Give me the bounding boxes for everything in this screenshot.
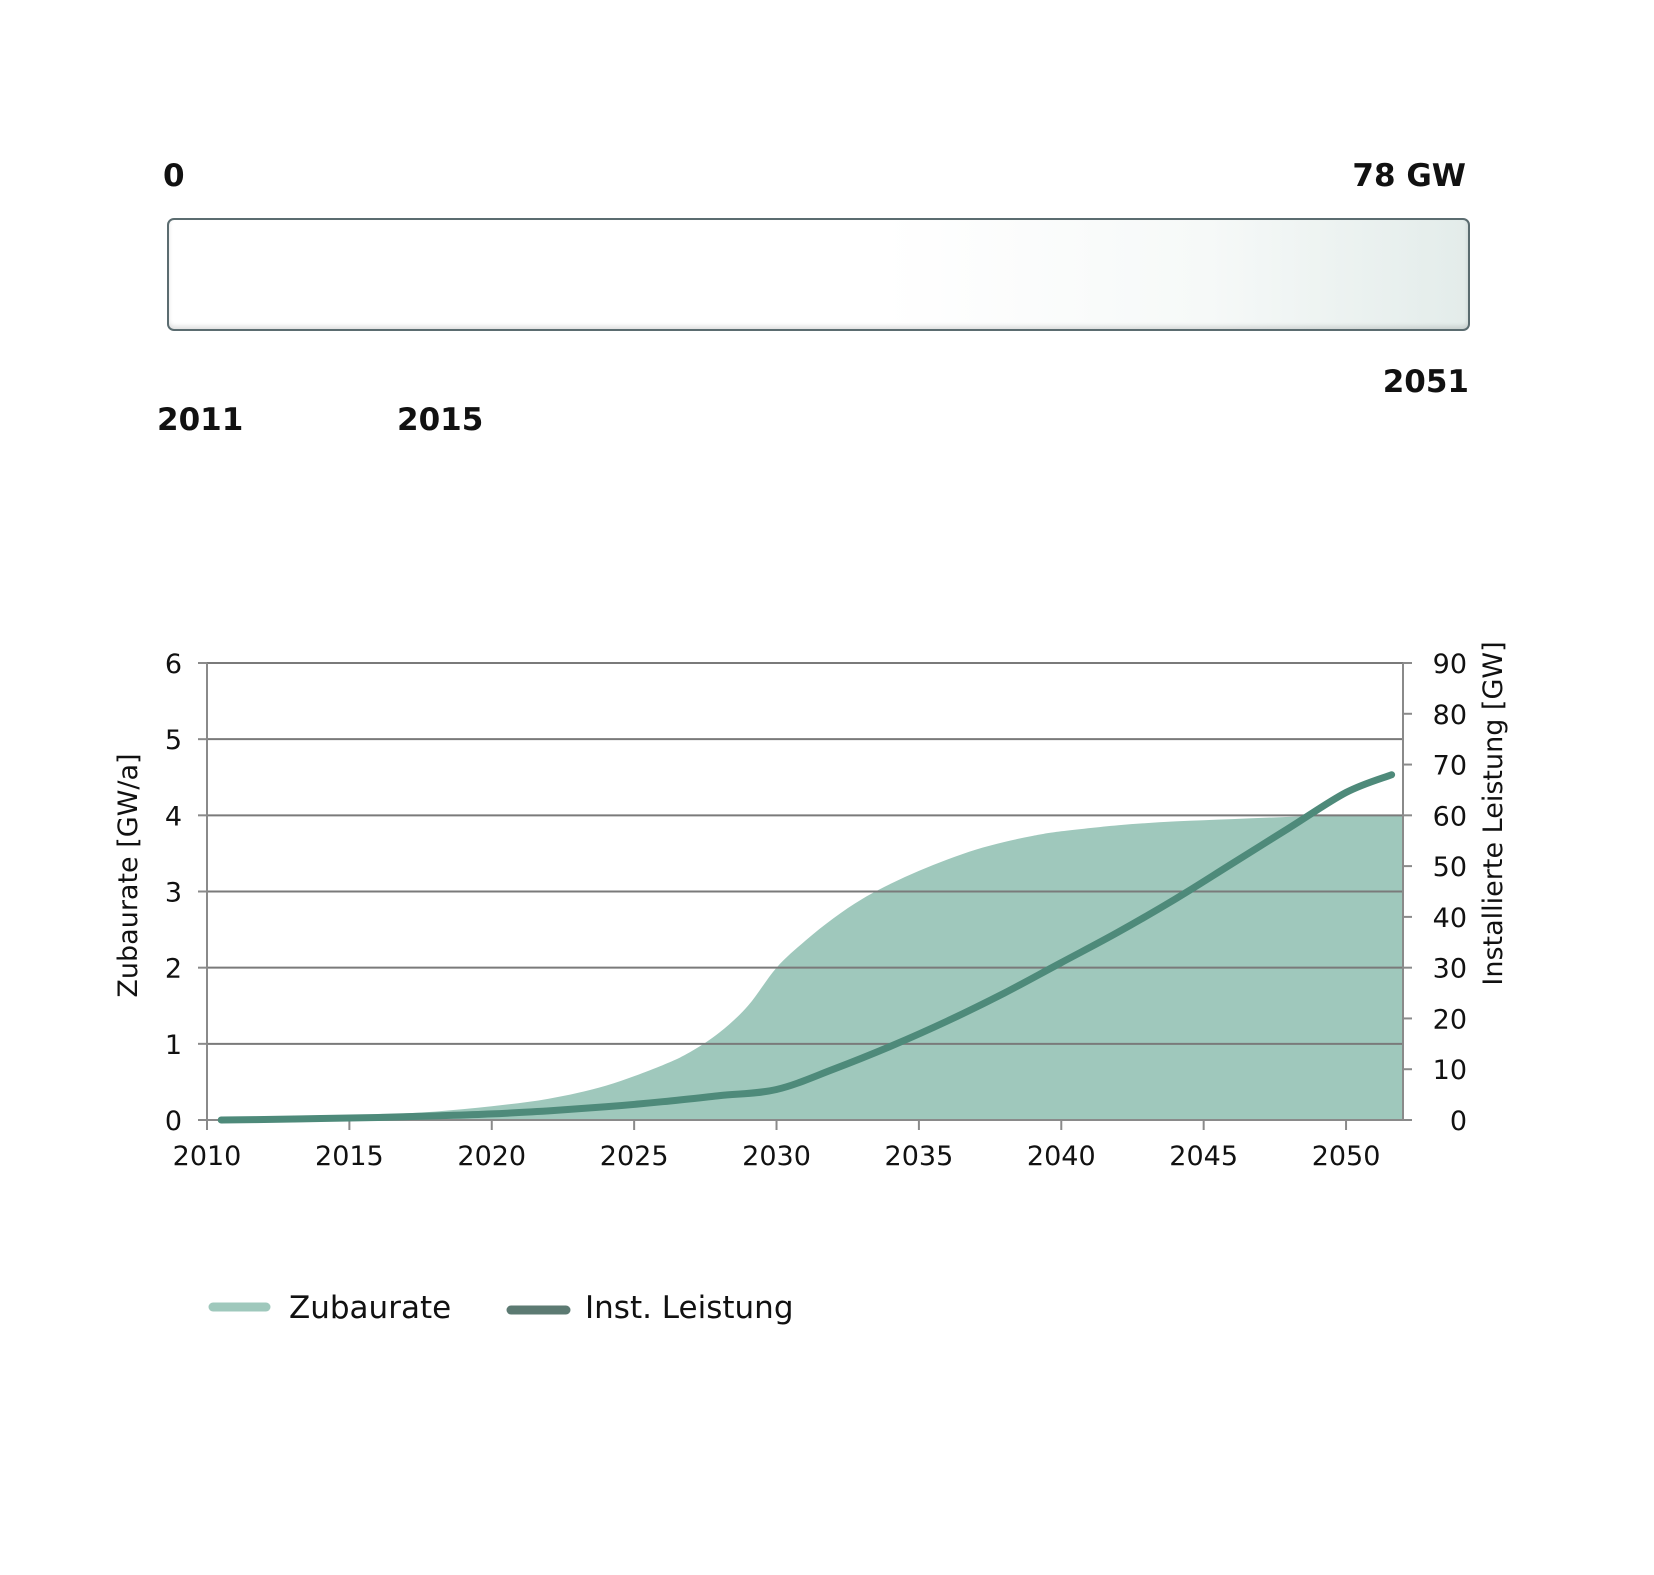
legend-label-zubaurate: Zubaurate bbox=[289, 1290, 451, 1326]
x-tick-label: 2035 bbox=[885, 1141, 954, 1172]
capacity-gauge-bar bbox=[167, 218, 1470, 331]
y-left-tick-label: 5 bbox=[165, 725, 182, 756]
y-left-tick-label: 2 bbox=[165, 954, 182, 985]
x-tick-label: 2045 bbox=[1169, 1141, 1238, 1172]
y-right-tick-label: 60 bbox=[1433, 801, 1467, 832]
y-left-axis-title: Zubaurate [GW/a] bbox=[113, 753, 144, 997]
y-right-tick-label: 20 bbox=[1433, 1004, 1467, 1035]
y-right-tick-label: 90 bbox=[1433, 649, 1467, 680]
y-right-tick-label: 50 bbox=[1433, 852, 1467, 883]
x-tick-label: 2020 bbox=[457, 1141, 526, 1172]
timeline-start-year: 2011 bbox=[157, 402, 244, 438]
y-right-tick-label: 40 bbox=[1433, 903, 1467, 934]
timeline-current-year: 2015 bbox=[397, 402, 484, 438]
y-right-axis-title: Installierte Leistung [GW] bbox=[1478, 641, 1509, 985]
legend-label-inst-leistung: Inst. Leistung bbox=[585, 1290, 794, 1326]
y-right-tick-label: 80 bbox=[1433, 700, 1467, 731]
y-right-tick-label: 10 bbox=[1433, 1055, 1467, 1086]
y-right-tick-label: 30 bbox=[1433, 954, 1467, 985]
y-left-tick-label: 1 bbox=[165, 1030, 182, 1061]
gauge-min-label: 0 bbox=[163, 158, 185, 194]
x-tick-label: 2015 bbox=[315, 1141, 384, 1172]
line-inst-leistung bbox=[217, 771, 1396, 1124]
y-left-tick-label: 0 bbox=[165, 1106, 182, 1137]
x-tick-label: 2030 bbox=[742, 1141, 811, 1172]
y-left-tick-label: 4 bbox=[165, 801, 182, 832]
x-tick-label: 2050 bbox=[1312, 1141, 1381, 1172]
y-right-tick-label: 0 bbox=[1450, 1106, 1467, 1137]
y-left-tick-label: 3 bbox=[165, 878, 182, 909]
gauge-max-label: 78 GW bbox=[1352, 158, 1466, 194]
y-left-tick-label: 6 bbox=[165, 649, 182, 680]
y-right-tick-label: 70 bbox=[1433, 751, 1467, 782]
x-tick-label: 2040 bbox=[1027, 1141, 1096, 1172]
x-tick-label: 2010 bbox=[173, 1141, 242, 1172]
x-tick-label: 2025 bbox=[600, 1141, 669, 1172]
legend: Zubaurate Inst. Leistung bbox=[208, 1290, 794, 1326]
gauge-end-year: 2051 bbox=[1382, 364, 1469, 400]
